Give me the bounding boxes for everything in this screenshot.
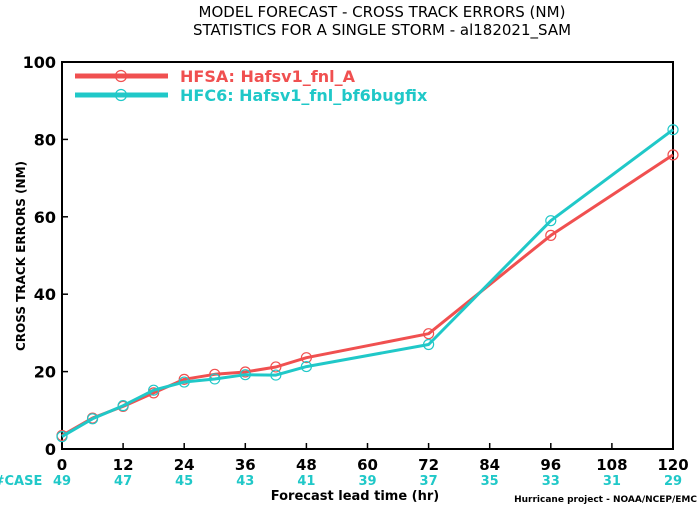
data-point xyxy=(148,384,160,396)
y-tick-label: 80 xyxy=(34,130,56,149)
case-row: 49 47 45 43 41 39 37 35 33 31 29 xyxy=(53,474,682,489)
case-row-label: #CASE xyxy=(0,474,42,489)
case-count: 29 xyxy=(664,474,682,489)
legend-marker xyxy=(114,88,128,102)
x-tick-label: 24 xyxy=(174,456,195,474)
data-point xyxy=(545,215,557,227)
x-tick-label: 12 xyxy=(113,456,134,474)
data-point xyxy=(545,229,557,241)
series-1 xyxy=(56,149,679,442)
legend-label: HFSA: Hafsv1_fnl_A xyxy=(180,67,356,86)
data-point xyxy=(178,376,190,388)
series-layer xyxy=(56,124,679,443)
x-axis-label: Forecast lead time (hr) xyxy=(271,489,439,504)
x-tick-label: 96 xyxy=(540,456,561,474)
data-point xyxy=(86,413,99,425)
data-point xyxy=(178,373,190,385)
legend-marker xyxy=(114,69,128,83)
data-point xyxy=(423,328,435,340)
x-tick-label: 0 xyxy=(57,456,67,474)
y-tick-label: 60 xyxy=(34,208,56,227)
case-count: 37 xyxy=(420,474,438,489)
x-tick-label: 36 xyxy=(235,456,256,474)
x-axis: 0 12 24 36 48 60 72 84 96 108 120 xyxy=(57,443,689,474)
data-point xyxy=(667,124,679,136)
series-2 xyxy=(56,124,679,443)
chart-subtitle: STATISTICS FOR A SINGLE STORM - al182021… xyxy=(193,21,571,40)
x-tick-label: 108 xyxy=(596,456,627,474)
data-point xyxy=(56,431,68,443)
x-tick-label: 84 xyxy=(479,456,500,474)
case-count: 47 xyxy=(114,474,132,489)
data-point xyxy=(239,369,251,381)
data-point xyxy=(209,373,221,385)
x-tick-label: 120 xyxy=(657,456,688,474)
data-point xyxy=(667,149,679,161)
y-axis: 0 20 40 60 80 100 xyxy=(23,53,68,459)
y-tick-label: 40 xyxy=(34,285,56,304)
x-tick-label: 48 xyxy=(296,456,317,474)
case-count: 35 xyxy=(481,474,499,489)
case-count: 49 xyxy=(53,474,71,489)
data-point xyxy=(300,352,312,364)
y-tick-label: 20 xyxy=(34,363,56,382)
case-count: 39 xyxy=(358,474,376,489)
legend-label: HFC6: Hafsv1_fnl_bf6bugfix xyxy=(180,86,428,105)
credit-text: Hurricane project - NOAA/NCEP/EMC xyxy=(514,495,697,505)
case-count: 43 xyxy=(236,474,254,489)
data-point xyxy=(239,366,251,378)
y-tick-label: 0 xyxy=(45,440,56,459)
y-tick-label: 100 xyxy=(23,53,56,72)
case-count: 31 xyxy=(603,474,621,489)
case-count: 41 xyxy=(297,474,315,489)
chart-title: MODEL FORECAST - CROSS TRACK ERRORS (NM) xyxy=(199,3,566,21)
y-axis-label: CROSS TRACK ERRORS (NM) xyxy=(14,161,28,351)
case-count: 45 xyxy=(175,474,193,489)
x-tick-label: 72 xyxy=(418,456,439,474)
series-line xyxy=(61,128,674,438)
data-point xyxy=(117,400,129,412)
data-point xyxy=(423,338,435,351)
data-point xyxy=(300,360,312,373)
data-point xyxy=(270,361,282,373)
x-tick-label: 60 xyxy=(357,456,378,474)
data-point xyxy=(270,369,282,381)
case-count: 33 xyxy=(542,474,560,489)
